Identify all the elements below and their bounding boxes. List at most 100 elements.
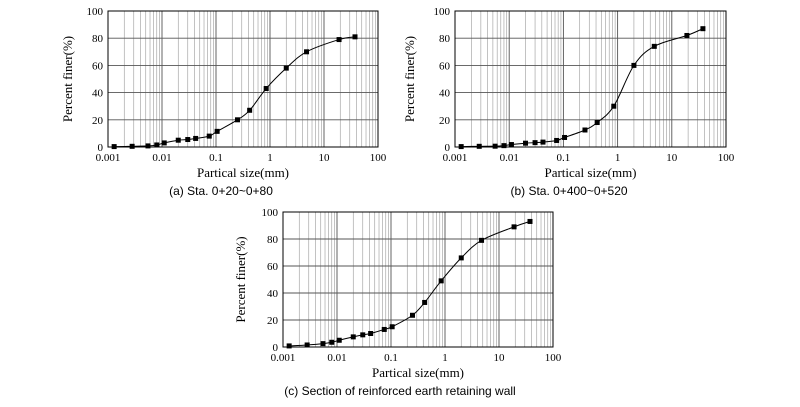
x-tick-label: 1 (615, 152, 621, 164)
data-point-marker (631, 62, 637, 68)
y-tick-label: 20 (439, 115, 451, 127)
y-tick-label: 60 (267, 261, 279, 273)
data-point-marker (154, 142, 160, 148)
data-point-marker (111, 144, 117, 150)
x-tick-label: 0.1 (209, 152, 223, 164)
data-point-marker (185, 137, 191, 143)
y-tick-label: 80 (92, 33, 104, 45)
data-point-marker (523, 140, 529, 146)
data-point-marker (611, 103, 617, 109)
data-point-marker (700, 26, 706, 32)
data-point-marker (501, 143, 507, 149)
x-tick-label: 0.1 (384, 352, 398, 364)
y-tick-label: 0 (445, 142, 451, 154)
figure-caption: (c) Section of reinforced earth retainin… (284, 384, 515, 398)
x-tick-label: 0.001 (96, 152, 121, 164)
data-point-marker (479, 237, 485, 243)
y-tick-label: 100 (262, 207, 279, 219)
chart-panel-2: 0.001 0.01 0.1 1 10 100 0 20 40 60 80 100 Partical s… (402, 6, 735, 198)
x-tick-label: 1 (442, 352, 448, 364)
chart-panel-1: 0.001 0.01 0.1 1 10 100 0 20 40 60 80 100 Partical s… (60, 6, 387, 198)
data-point-marker (458, 255, 464, 261)
data-point-marker (129, 143, 135, 149)
data-point-marker (360, 332, 366, 338)
x-tick-label: 0.01 (327, 352, 346, 364)
data-point-marker (651, 43, 657, 49)
y-tick-label: 0 (98, 142, 104, 154)
data-point-marker (329, 339, 335, 345)
x-tick-label: 100 (718, 152, 735, 164)
data-point-marker (582, 127, 588, 133)
data-point-marker (508, 142, 514, 148)
data-point-marker (193, 135, 199, 141)
data-point-marker (263, 86, 269, 92)
x-tick-label: 10 (666, 152, 678, 164)
x-tick-label: 0.01 (500, 152, 519, 164)
data-point-marker (409, 312, 415, 318)
data-point-marker (214, 128, 220, 134)
data-point-marker (554, 137, 560, 143)
data-point-marker (368, 331, 374, 336)
y-tick-label: 80 (267, 234, 279, 246)
x-tick-label: 1 (267, 152, 273, 164)
x-tick-label: 100 (370, 152, 387, 164)
data-point-marker (511, 224, 517, 230)
plot-frame (107, 10, 379, 148)
y-axis-label: Percent finer(%) (60, 36, 75, 122)
data-point-marker (352, 34, 358, 40)
plot-frame (282, 211, 554, 348)
x-axis-label: Partical size(mm) (372, 365, 464, 380)
data-point-marker (145, 143, 151, 149)
data-point-marker (336, 37, 342, 43)
data-point-marker (350, 334, 356, 340)
x-tick-label: 0.1 (557, 152, 571, 164)
data-point-marker (562, 134, 568, 140)
figure-caption: (a) Sta. 0+20~0+80 (169, 184, 273, 198)
x-tick-label: 100 (545, 352, 562, 364)
y-tick-label: 80 (439, 33, 451, 45)
data-point-marker (532, 140, 538, 146)
data-point-marker (247, 107, 253, 113)
data-point-marker (594, 120, 600, 126)
data-point-marker (527, 218, 533, 224)
y-tick-label: 60 (92, 60, 104, 72)
data-point-marker (336, 337, 342, 343)
x-tick-label: 0.001 (271, 352, 296, 364)
figure-caption: (b) Sta. 0+400~0+520 (510, 184, 627, 198)
plot-frame (454, 10, 727, 148)
data-point-marker (389, 324, 395, 330)
data-point-marker (540, 139, 546, 145)
data-point-marker (458, 144, 464, 150)
data-point-marker (320, 341, 326, 347)
x-tick-label: 0.01 (152, 152, 171, 164)
y-tick-label: 40 (92, 88, 104, 100)
data-point-marker (234, 117, 240, 123)
data-point-marker (283, 65, 289, 71)
y-tick-label: 40 (439, 88, 451, 100)
x-axis-label: Partical size(mm) (197, 165, 289, 180)
data-point-marker (381, 326, 387, 332)
data-point-marker (161, 140, 167, 146)
data-point-marker (304, 49, 310, 55)
y-axis-label: Percent finer(%) (402, 36, 417, 122)
data-point-marker (476, 143, 482, 149)
x-tick-label: 10 (319, 152, 331, 164)
y-tick-label: 20 (92, 115, 104, 127)
y-tick-label: 100 (87, 6, 104, 18)
data-point-marker (304, 342, 310, 348)
data-point-marker (684, 32, 690, 38)
data-point-marker (286, 343, 292, 349)
y-tick-label: 0 (273, 342, 279, 354)
data-point-marker (438, 278, 444, 284)
data-point-marker (422, 299, 428, 305)
data-point-marker (492, 143, 498, 149)
chart-panel-3: 0.001 0.01 0.1 1 10 100 0 20 40 60 80 100 Partical s… (233, 207, 562, 398)
data-point-marker (175, 137, 181, 143)
y-tick-label: 100 (434, 6, 451, 18)
x-tick-label: 10 (494, 352, 506, 364)
y-tick-label: 60 (439, 60, 451, 72)
data-point-marker (206, 133, 212, 139)
x-axis-label: Partical size(mm) (544, 165, 636, 180)
y-tick-label: 20 (267, 315, 279, 327)
